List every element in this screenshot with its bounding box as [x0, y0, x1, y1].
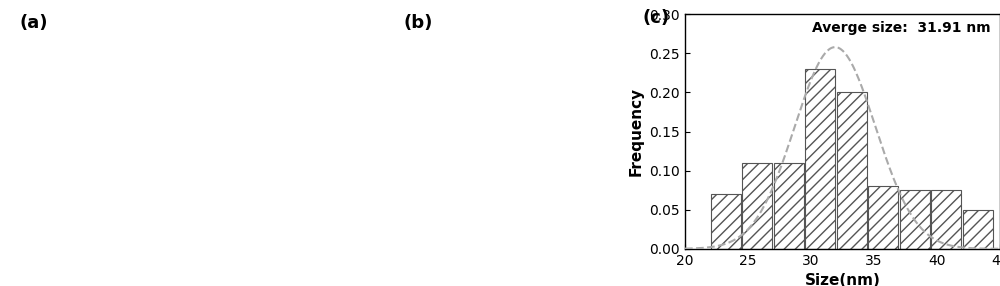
Y-axis label: Frequency: Frequency — [629, 87, 644, 176]
Text: (a): (a) — [20, 14, 48, 32]
Bar — [963, 210, 993, 249]
Text: Averge size:  31.91 nm: Averge size: 31.91 nm — [812, 21, 991, 35]
Bar — [742, 163, 772, 249]
Bar — [931, 190, 961, 249]
Bar — [805, 69, 835, 249]
Bar — [868, 186, 898, 249]
Bar — [837, 92, 867, 249]
Bar — [774, 163, 804, 249]
Bar — [711, 194, 741, 249]
Text: (c): (c) — [642, 9, 669, 27]
Text: (b): (b) — [403, 14, 433, 32]
Bar — [900, 190, 930, 249]
X-axis label: Size(nm): Size(nm) — [805, 273, 880, 286]
